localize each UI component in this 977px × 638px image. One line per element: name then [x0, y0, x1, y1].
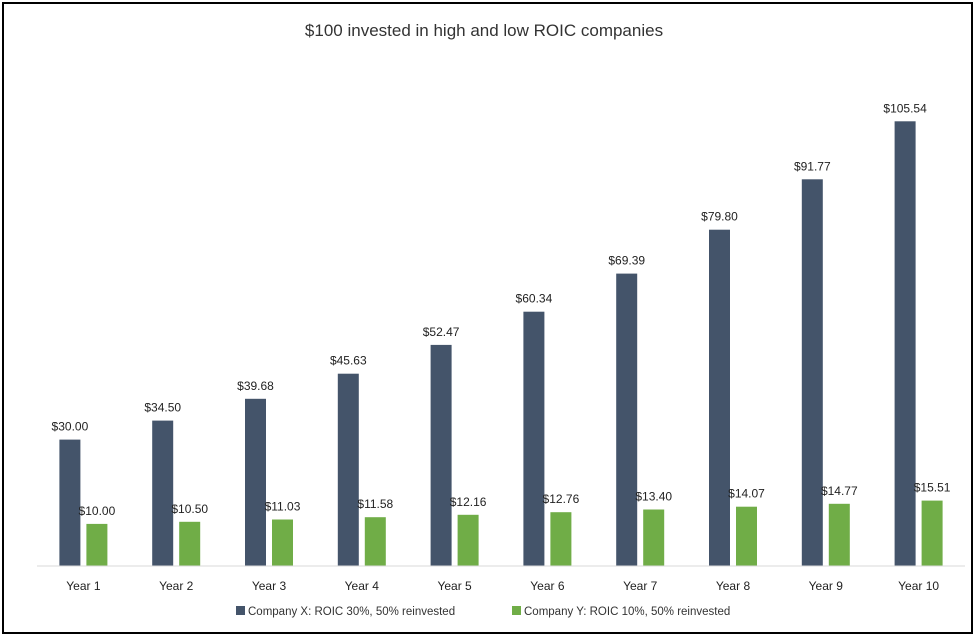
bar-series2-year-4 [364, 517, 386, 566]
bar-series2-year-5 [457, 514, 479, 566]
bars-group [59, 121, 943, 567]
x-tick-label-year-5: Year 5 [437, 579, 472, 593]
x-tick-label-year-6: Year 6 [530, 579, 565, 593]
data-label-series1-year-8: $79.80 [701, 210, 738, 224]
data-label-series1-year-2: $34.50 [144, 401, 181, 415]
data-label-series1-year-1: $30.00 [52, 420, 89, 434]
bar-series1-year-2 [152, 420, 174, 566]
legend-swatch-company-y [512, 606, 521, 615]
data-label-series1-year-5: $52.47 [423, 325, 460, 339]
bar-series2-year-1 [86, 523, 108, 566]
bar-series1-year-1 [59, 439, 81, 566]
x-tick-label-year-7: Year 7 [623, 579, 658, 593]
bar-series1-year-8 [709, 229, 730, 566]
legend: Company X: ROIC 30%, 50% reinvested Comp… [236, 606, 730, 618]
data-label-series2-year-4: $11.58 [357, 497, 393, 511]
data-label-series2-year-8: $14.07 [728, 487, 765, 501]
data-label-series1-year-7: $69.39 [608, 254, 645, 268]
x-tick-label-year-1: Year 1 [66, 579, 101, 593]
legend-swatch-company-x [236, 606, 245, 615]
x-tick-label-year-3: Year 3 [252, 579, 287, 593]
data-label-series2-year-6: $12.76 [543, 492, 580, 506]
data-label-series2-year-9: $14.77 [821, 484, 858, 498]
bar-series2-year-10 [921, 500, 943, 566]
x-tick-label-year-4: Year 4 [345, 579, 380, 593]
data-label-series2-year-5: $12.16 [450, 495, 487, 509]
bar-series2-year-8 [736, 506, 757, 566]
x-tick-label-year-2: Year 2 [159, 579, 194, 593]
data-label-series2-year-3: $11.03 [265, 500, 301, 514]
bar-series1-year-6 [523, 311, 545, 566]
legend-label-company-x: Company X: ROIC 30%, 50% reinvested [248, 606, 455, 618]
x-tick-label-year-10: Year 10 [898, 579, 939, 593]
data-label-series1-year-9: $91.77 [794, 159, 831, 173]
x-tick-label-year-9: Year 9 [809, 579, 844, 593]
bar-series1-year-4 [337, 373, 359, 566]
data-label-series1-year-10: $105.54 [883, 101, 927, 115]
data-label-series1-year-4: $45.63 [330, 354, 367, 368]
bar-series1-year-9 [801, 179, 823, 567]
bar-series2-year-9 [828, 503, 850, 566]
data-label-series2-year-7: $13.40 [635, 490, 672, 504]
bar-series1-year-5 [430, 344, 452, 566]
chart-svg: $100 invested in high and low ROIC compa… [37, 21, 965, 618]
bar-series2-year-6 [550, 512, 572, 566]
data-label-series2-year-1: $10.00 [79, 504, 116, 518]
legend-label-company-y: Company Y: ROIC 10%, 50% reinvested [524, 606, 730, 618]
data-label-series2-year-10: $15.51 [914, 481, 951, 495]
bar-series1-year-3 [245, 398, 266, 566]
x-tick-label-year-8: Year 8 [716, 579, 751, 593]
bar-series2-year-7 [643, 509, 665, 566]
x-tick-labels: Year 1 Year 2 Year 3 Year 4 Year 5 Year 6 Year… [66, 579, 939, 593]
chart-title: $100 invested in high and low ROIC compa… [305, 21, 663, 40]
bar-series1-year-7 [616, 273, 638, 566]
data-labels-group: $30.00 $10.00 $34.50 $10.50 $39.68 $11.03 $45.… [52, 101, 951, 518]
bar-series2-year-3 [272, 519, 293, 566]
data-label-series2-year-2: $10.50 [171, 502, 208, 516]
bar-series1-year-10 [894, 121, 916, 567]
data-label-series1-year-6: $60.34 [516, 292, 553, 306]
bar-series2-year-2 [179, 521, 201, 566]
data-label-series1-year-3: $39.68 [237, 379, 274, 393]
